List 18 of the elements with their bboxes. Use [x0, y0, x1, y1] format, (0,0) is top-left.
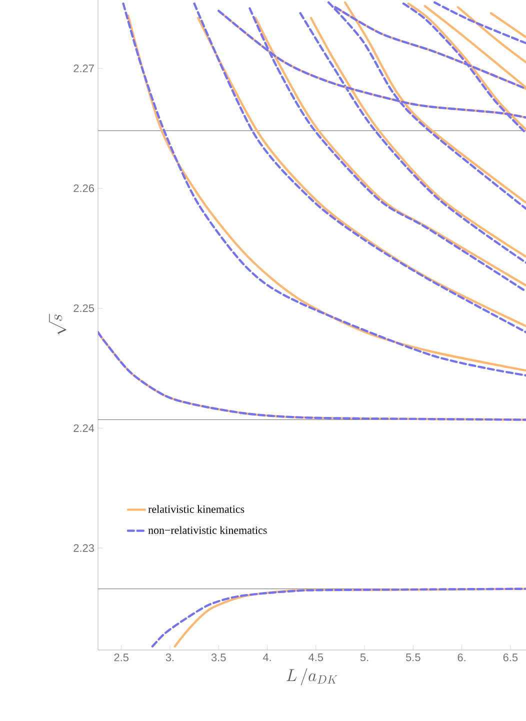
x-tick-label: 6.	[458, 654, 466, 662]
legend-label: non−relativistic kinematics	[148, 526, 267, 534]
x-tick-label: 5.5	[406, 654, 420, 662]
x-tick-label: 2.5	[114, 654, 128, 662]
x-tick-label: 3.5	[211, 654, 226, 662]
y-tick-label: 2.23	[74, 544, 94, 552]
legend-label: relativistic kinematics	[148, 505, 244, 513]
x-tick-label: 4.	[262, 654, 271, 662]
y-tick-label: 2.24	[74, 424, 94, 432]
x-tick-label: 3.	[166, 654, 174, 662]
x-tick-label: 5.	[360, 654, 368, 662]
y-tick-label: 2.27	[74, 64, 94, 72]
y-axis-title: $\sqrt{s}$	[49, 314, 66, 335]
y-tick-label: 2.26	[74, 184, 94, 192]
x-tick-label: 6.5	[503, 654, 518, 662]
x-tick-label: 4.5	[308, 654, 324, 662]
x-axis-title: $L\,/a_{DK}$	[286, 668, 338, 686]
y-tick-label: 2.25	[74, 304, 94, 312]
